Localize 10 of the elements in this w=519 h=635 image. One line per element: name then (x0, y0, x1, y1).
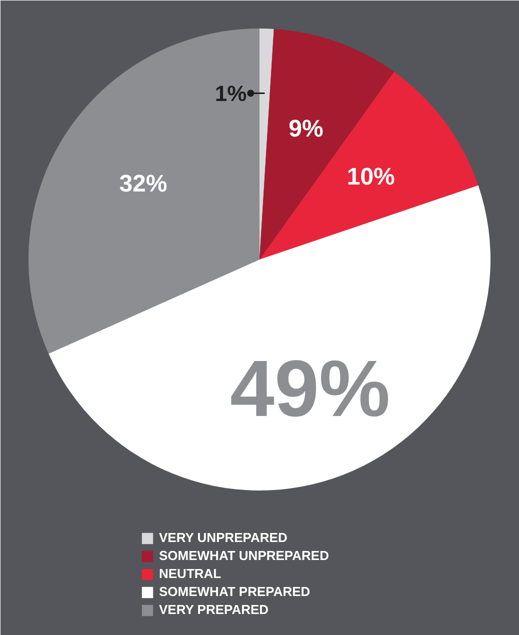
data-label: 32% (119, 170, 168, 198)
legend-label: VERY UNPREPARED (159, 530, 288, 545)
legend-label: NEUTRAL (159, 566, 222, 581)
data-label: 49% (230, 344, 390, 434)
legend-label: SOMEWHAT UNPREPARED (159, 548, 329, 563)
data-label: 1% (214, 80, 247, 106)
data-label: 10% (346, 163, 395, 190)
data-label: 9% (288, 115, 324, 142)
legend-label: SOMEWHAT PREPARED (159, 584, 310, 599)
legend-label: VERY PREPARED (159, 602, 269, 617)
